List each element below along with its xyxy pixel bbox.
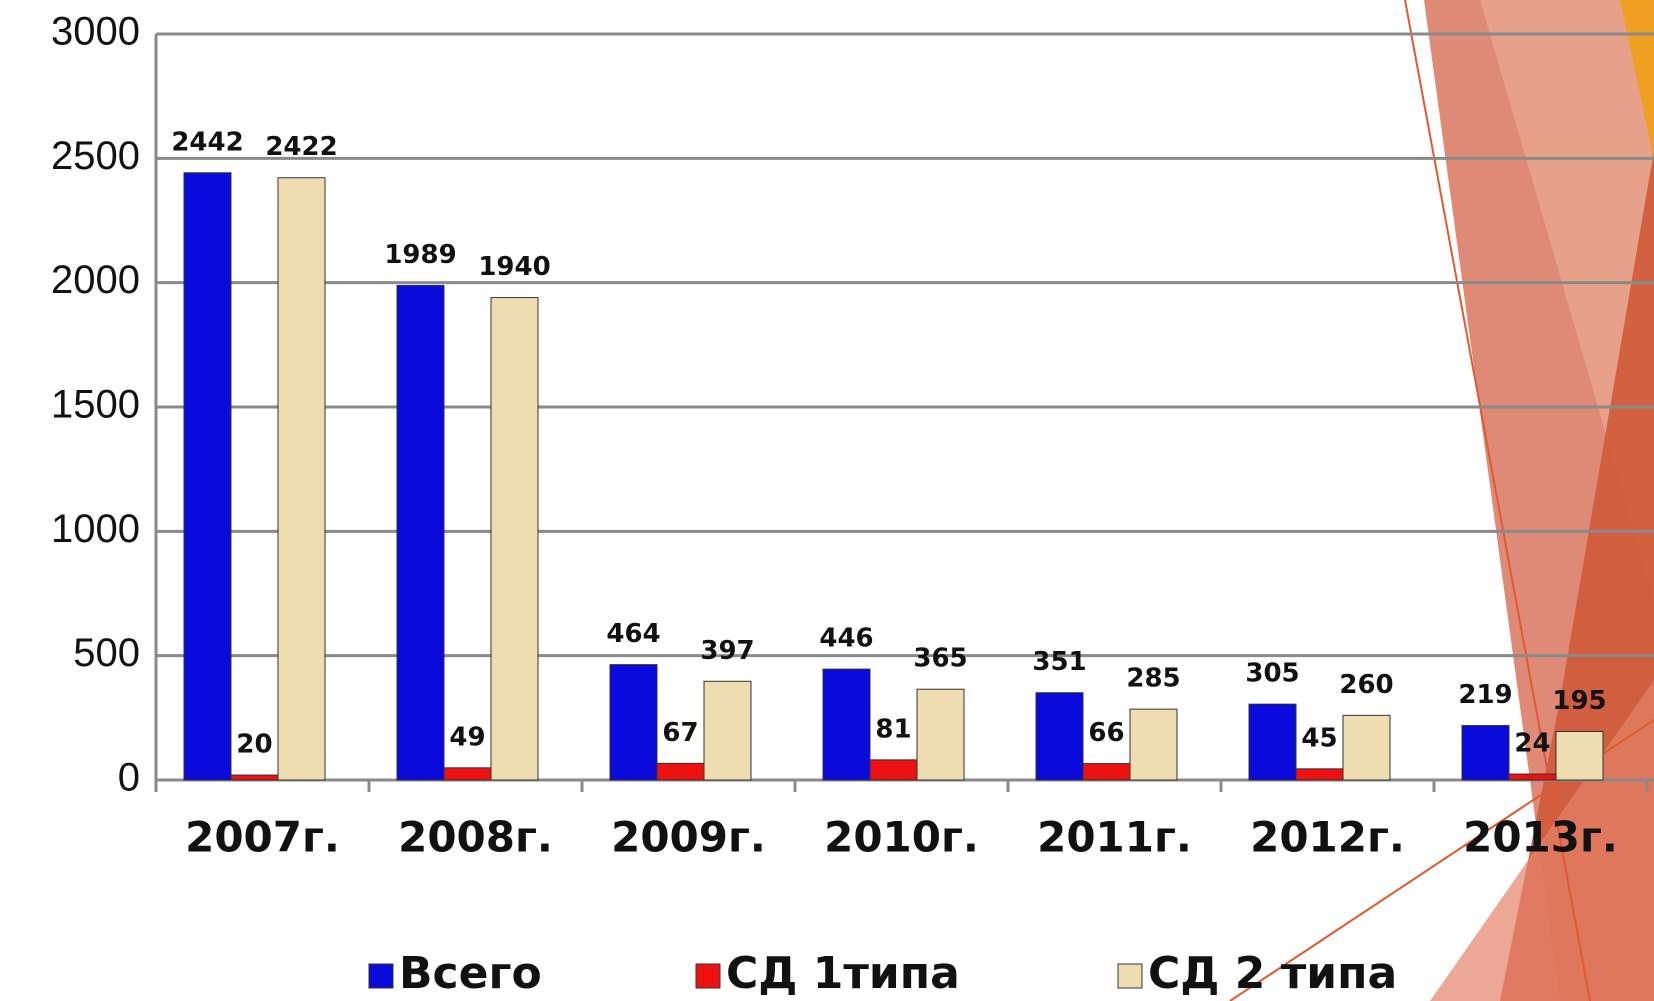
- value-label: 2442: [171, 127, 243, 157]
- bar: [704, 681, 751, 780]
- value-label: 219: [1458, 680, 1512, 710]
- bar: [231, 775, 278, 780]
- x-tick-label: 2011г.: [1037, 813, 1192, 862]
- value-label: 464: [606, 619, 660, 649]
- bar: [870, 760, 917, 780]
- value-label: 260: [1339, 670, 1393, 700]
- value-label: 397: [700, 636, 754, 666]
- x-tick-label: 2008г.: [398, 813, 553, 862]
- bar: [1343, 715, 1390, 780]
- bar: [1130, 709, 1177, 780]
- bar: [184, 173, 231, 780]
- x-tick-label: 2010г.: [824, 813, 979, 862]
- bar: [1509, 774, 1556, 780]
- x-tick-label: 2009г.: [611, 813, 766, 862]
- value-label: 67: [662, 718, 698, 748]
- legend-swatch: [369, 964, 393, 988]
- bar: [1036, 693, 1083, 780]
- legend-label: СД 2 типа: [1148, 948, 1397, 999]
- y-tick-label: 3000: [51, 10, 140, 54]
- x-tick-label: 2013г.: [1463, 813, 1618, 862]
- bar: [397, 285, 444, 780]
- plot-area: 0 500 1000 1500 2000 2500 3000 2007г. 2442 20 2422…: [51, 10, 1654, 999]
- bar: [444, 768, 491, 780]
- bar: [917, 689, 964, 780]
- y-tick-label: 0: [118, 756, 140, 800]
- bar: [1249, 704, 1296, 780]
- y-tick-label: 2500: [51, 134, 140, 178]
- bar: [1556, 732, 1603, 780]
- value-label: 49: [449, 722, 485, 752]
- bar: [278, 178, 325, 780]
- y-tick-label: 2000: [51, 258, 140, 302]
- value-label: 446: [819, 624, 873, 654]
- x-tick-label: 2012г.: [1250, 813, 1405, 862]
- legend-swatch: [1118, 964, 1142, 988]
- value-label: 24: [1514, 729, 1550, 759]
- value-label: 285: [1126, 664, 1180, 694]
- y-tick-label: 1000: [51, 507, 140, 551]
- value-label: 195: [1552, 686, 1606, 716]
- bar: [1296, 769, 1343, 780]
- value-label: 1989: [384, 240, 456, 270]
- bar: [1083, 764, 1130, 780]
- value-label: 81: [875, 714, 911, 744]
- x-tick-label: 2007г.: [185, 813, 340, 862]
- legend-label: СД 1типа: [726, 948, 960, 999]
- chart: 0 500 1000 1500 2000 2500 3000 2007г. 2442 20 2422…: [0, 0, 1654, 1001]
- y-tick-label: 500: [73, 631, 140, 675]
- value-label: 66: [1088, 718, 1124, 748]
- value-label: 1940: [478, 252, 550, 282]
- value-label: 305: [1245, 659, 1299, 689]
- y-tick-label: 1500: [51, 383, 140, 427]
- value-label: 351: [1032, 647, 1086, 677]
- legend-label: Всего: [399, 948, 542, 999]
- value-label: 20: [236, 730, 272, 760]
- bar: [1462, 726, 1509, 780]
- bar: [823, 669, 870, 780]
- value-label: 365: [913, 644, 967, 674]
- legend-swatch: [696, 964, 720, 988]
- bar: [491, 298, 538, 780]
- bar: [610, 665, 657, 780]
- bar: [657, 763, 704, 780]
- value-label: 45: [1301, 723, 1337, 753]
- value-label: 2422: [265, 132, 337, 162]
